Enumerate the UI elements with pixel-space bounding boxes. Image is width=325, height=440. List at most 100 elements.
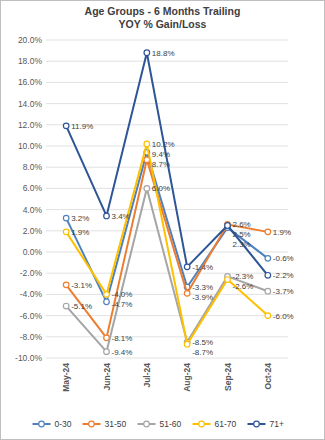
series-marker (144, 50, 150, 56)
series-marker (225, 277, 231, 283)
data-label: 10.2% (152, 140, 175, 149)
grid-line (46, 315, 288, 316)
data-label: -4.0% (112, 290, 133, 299)
series-marker (225, 223, 231, 229)
series-marker (184, 341, 190, 347)
series-marker (265, 256, 271, 262)
series-marker (184, 291, 190, 297)
data-label: 18.8% (152, 49, 175, 58)
grid-line (46, 336, 288, 337)
y-tick-label: 18.0% (18, 56, 43, 66)
data-label: -2.6% (233, 282, 254, 291)
series-marker (63, 303, 69, 309)
series-marker (265, 313, 271, 319)
x-tick-label: Aug-24 (182, 363, 192, 392)
y-tick-label: 20.0% (18, 35, 43, 45)
series-marker (265, 288, 271, 294)
data-label: 3.2% (71, 214, 89, 223)
y-tick-label: 16.0% (18, 77, 43, 87)
data-label: 2.3% (233, 240, 251, 249)
data-label: 1.9% (71, 228, 89, 237)
data-label: 2.6% (233, 220, 251, 229)
data-label: -8.5% (192, 338, 213, 347)
x-tick-label: Oct-24 (263, 363, 273, 390)
legend-marker (39, 421, 45, 427)
legend-marker (254, 421, 260, 427)
x-tick-label: Jun-24 (102, 363, 112, 391)
grid-line (46, 209, 288, 210)
legend-label: 61-70 (215, 419, 237, 429)
data-label: 1.9% (273, 228, 291, 237)
data-label: -2.2% (273, 271, 294, 280)
series-marker (63, 282, 69, 288)
grid-line (46, 358, 288, 359)
x-tick-label: May-24 (61, 363, 71, 392)
legend-label: 31-50 (105, 419, 127, 429)
chart-border (1, 1, 325, 440)
series-marker (63, 229, 69, 235)
y-tick-label: 6.0% (23, 183, 43, 193)
grid (46, 40, 288, 358)
data-label: -5.1% (71, 302, 92, 311)
legend-label: 0-30 (55, 419, 72, 429)
legend-label: 71+ (270, 419, 284, 429)
y-tick-label: 12.0% (18, 120, 43, 130)
series-marker (104, 213, 110, 219)
data-label: 6.0% (152, 184, 170, 193)
subtitle: YOY % Gain/Loss (119, 18, 207, 30)
y-tick-label: 4.0% (23, 205, 43, 215)
y-tick-label: 2.0% (23, 226, 43, 236)
x-tick-label: Jul-24 (142, 363, 152, 388)
series-marker (104, 349, 110, 355)
data-label: -3.1% (71, 281, 92, 290)
series-marker (63, 215, 69, 221)
data-labels: 11.9% 3.2% 1.9% -3.1% -5.1% 3.4% -4.0%-4.7% -8.… (71, 49, 294, 357)
series-marker (184, 264, 190, 270)
x-tick-label: Sep-24 (223, 363, 233, 391)
data-label: -4.7% (112, 300, 133, 309)
grid-line (46, 82, 288, 83)
series-line (66, 53, 268, 276)
series-marker (144, 141, 150, 147)
title: Age Groups - 6 Months Trailing (85, 5, 241, 17)
data-label: -6.0% (273, 312, 294, 321)
series-marker (265, 273, 271, 279)
series-line (66, 188, 268, 351)
data-label: -1.4% (192, 263, 213, 272)
data-label: -8.1% (112, 334, 133, 343)
series-marker (144, 186, 150, 192)
data-label: -3.9% (192, 293, 213, 302)
data-label: 11.9% (71, 122, 93, 131)
data-label: -9.4% (112, 348, 133, 357)
y-tick-label: 10.0% (18, 141, 43, 151)
series-line (66, 144, 268, 344)
y-tick-label: -2.0% (20, 268, 43, 278)
data-label: 9.4% (152, 150, 170, 159)
legend-marker (89, 421, 95, 427)
data-label: 8.7% (152, 160, 170, 169)
y-tick-label: -8.0% (20, 332, 43, 342)
series-marker (104, 299, 110, 305)
legend-label: 51-60 (160, 419, 182, 429)
y-tick-label: -4.0% (20, 289, 43, 299)
legend-marker (199, 421, 205, 427)
plot-area (63, 50, 270, 355)
y-tick-label: 8.0% (23, 162, 43, 172)
y-tick-label: -10.0% (15, 353, 42, 363)
data-label: -3.3% (192, 283, 213, 292)
grid-line (46, 294, 288, 295)
series-marker (265, 229, 271, 235)
y-tick-label: 0.0% (23, 247, 43, 257)
data-label: -0.6% (273, 254, 294, 263)
chart: Age Groups - 6 Months TrailingYOY % Gain… (0, 0, 325, 440)
legend: 0-30 31-50 51-60 61-70 71+ (33, 419, 284, 429)
data-label: 3.4% (112, 212, 130, 221)
y-tick-label: 14.0% (18, 99, 43, 109)
data-label: -2.3% (233, 272, 254, 281)
grid-line (46, 40, 288, 41)
series-marker (63, 123, 69, 129)
y-tick-label: -6.0% (20, 311, 43, 321)
grid-line (46, 103, 288, 104)
data-label: -8.7% (192, 348, 213, 357)
series-marker (104, 292, 110, 298)
